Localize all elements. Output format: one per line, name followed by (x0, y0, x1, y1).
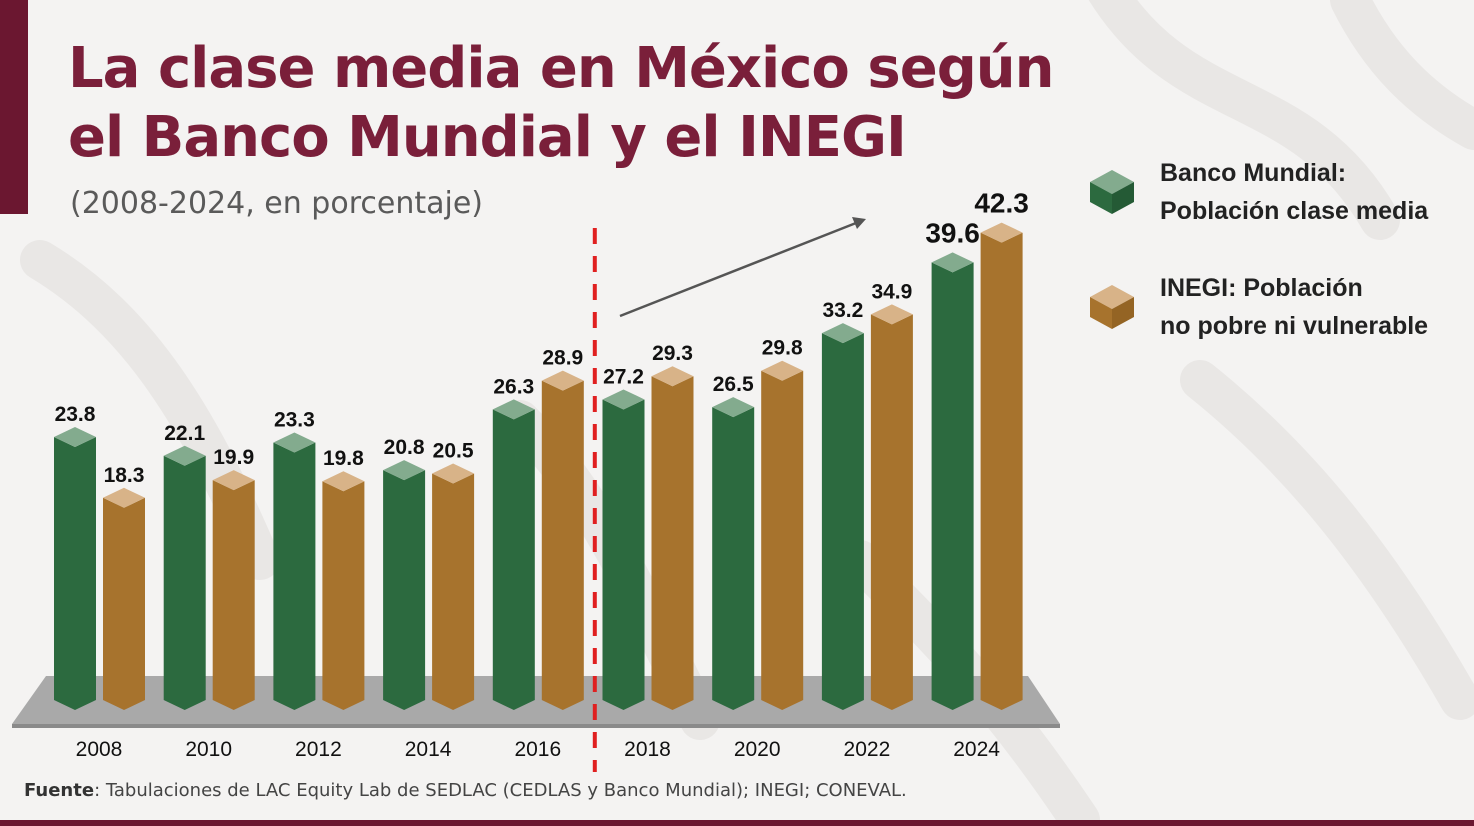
x-tick-label-2016: 2016 (514, 738, 561, 761)
bar-inegi-2010 (212, 480, 255, 710)
bar-top-inegi-2008 (103, 487, 145, 508)
bar-inegi-2020 (761, 370, 804, 710)
bar-top-banco-mundial-2022 (821, 323, 864, 344)
bar-top-banco-mundial-2018 (602, 389, 645, 410)
data-label-inegi-2016: 28.9 (542, 347, 583, 370)
title-line-1: La clase media en México según (68, 36, 1055, 101)
data-label-inegi-2008: 18.3 (104, 464, 145, 487)
x-tick-label-2022: 2022 (844, 738, 891, 761)
source-label: Fuente (24, 780, 95, 801)
brand-bottom-bar (0, 820, 1474, 826)
trend-arrow-line (619, 221, 857, 318)
data-label-banco-mundial-2024: 39.6 (925, 217, 980, 248)
legend-swatch-green-icon (1090, 170, 1134, 214)
data-label-inegi-2012: 19.8 (323, 447, 364, 470)
data-label-banco-mundial-2022: 33.2 (822, 299, 863, 322)
legend-label-line-1: INEGI: Población (1160, 274, 1363, 302)
data-label-banco-mundial-2012: 23.3 (274, 409, 315, 432)
bar-top-banco-mundial-2016 (492, 399, 535, 420)
bar-top-inegi-2018 (651, 366, 694, 387)
data-label-inegi-2022: 34.9 (871, 280, 912, 303)
bar-top-inegi-2024 (980, 222, 1023, 243)
page-subtitle: (2008-2024, en porcentaje) (70, 186, 483, 221)
bar-top-inegi-2012 (322, 471, 365, 492)
bar-top-inegi-2022 (870, 304, 913, 325)
bar-banco-mundial-2008 (54, 437, 96, 710)
bar-banco-mundial-2014 (383, 470, 426, 710)
legend-label-line-1: Banco Mundial: (1160, 159, 1347, 187)
bar-banco-mundial-2024 (931, 262, 974, 710)
legend-label-line-2: Población clase media (1160, 197, 1429, 225)
bar-inegi-2008 (103, 497, 145, 710)
data-label-banco-mundial-2016: 26.3 (493, 375, 534, 398)
bar-inegi-2022 (870, 314, 913, 710)
x-tick-label-2008: 2008 (76, 738, 123, 761)
bar-top-banco-mundial-2014 (383, 460, 426, 481)
bar-top-inegi-2014 (432, 463, 475, 484)
bar-inegi-2016 (541, 380, 584, 710)
data-label-inegi-2020: 29.8 (762, 337, 803, 360)
bar-top-banco-mundial-2010 (163, 445, 206, 466)
bar-top-inegi-2020 (761, 360, 804, 381)
legend-label-banco-mundial: Banco Mundial: Población clase media (1160, 154, 1460, 230)
bar-inegi-2018 (651, 376, 694, 710)
title-line-2: el Banco Mundial y el INEGI (68, 105, 907, 170)
bar-top-banco-mundial-2008 (54, 427, 96, 448)
data-label-banco-mundial-2018: 27.2 (603, 365, 644, 388)
x-tick-label-2020: 2020 (734, 738, 781, 761)
x-tick-label-2024: 2024 (953, 738, 1000, 761)
page-title: La clase media en México según el Banco … (68, 34, 1078, 172)
data-label-inegi-2014: 20.5 (433, 439, 474, 462)
x-tick-label-2012: 2012 (295, 738, 342, 761)
source-note: Fuente: Tabulaciones de LAC Equity Lab d… (24, 780, 907, 801)
chart-floor-edge (12, 724, 1060, 728)
data-label-inegi-2024: 42.3 (974, 188, 1029, 219)
source-text: : Tabulaciones de LAC Equity Lab de SEDL… (94, 780, 907, 801)
bar-inegi-2014 (432, 473, 475, 710)
bar-top-inegi-2016 (541, 370, 584, 391)
data-label-banco-mundial-2010: 22.1 (164, 422, 205, 445)
bar-banco-mundial-2022 (821, 333, 864, 710)
trend-arrow-head-icon (852, 217, 866, 229)
x-tick-label-2018: 2018 (624, 738, 671, 761)
data-label-banco-mundial-2008: 23.8 (55, 403, 96, 426)
data-label-inegi-2018: 29.3 (652, 342, 693, 365)
bar-banco-mundial-2016 (492, 409, 535, 710)
x-tick-label-2010: 2010 (185, 738, 232, 761)
bar-banco-mundial-2012 (273, 442, 316, 710)
bar-banco-mundial-2020 (712, 407, 755, 710)
data-label-banco-mundial-2020: 26.5 (713, 373, 754, 396)
bar-top-banco-mundial-2020 (712, 397, 755, 418)
legend-label-inegi: INEGI: Población no pobre ni vulnerable (1160, 269, 1460, 345)
data-label-inegi-2010: 19.9 (213, 446, 254, 469)
legend-label-line-2: no pobre ni vulnerable (1160, 312, 1429, 340)
bar-top-inegi-2010 (212, 470, 255, 491)
x-tick-label-2014: 2014 (405, 738, 452, 761)
bar-top-banco-mundial-2012 (273, 432, 316, 453)
bar-inegi-2024 (980, 232, 1023, 710)
bar-inegi-2012 (322, 481, 365, 710)
legend-swatch-brown-icon (1090, 285, 1134, 329)
data-label-banco-mundial-2014: 20.8 (384, 436, 425, 459)
bar-banco-mundial-2010 (163, 455, 206, 710)
bar-banco-mundial-2018 (602, 399, 645, 710)
bar-top-banco-mundial-2024 (931, 252, 974, 273)
brand-side-bar (0, 0, 28, 214)
